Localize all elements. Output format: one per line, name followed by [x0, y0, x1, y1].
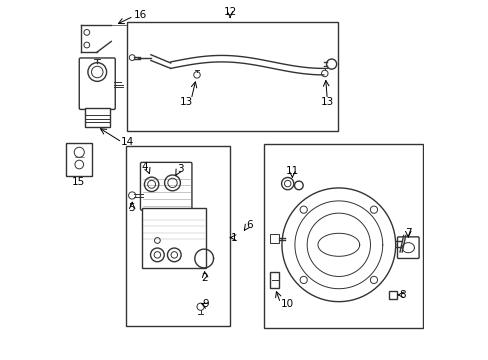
Bar	[142, 208, 205, 268]
Bar	[388, 291, 396, 299]
FancyBboxPatch shape	[79, 58, 115, 109]
Text: 10: 10	[280, 299, 293, 309]
Bar	[127, 22, 337, 131]
Bar	[66, 143, 92, 176]
Text: 7: 7	[404, 228, 411, 238]
Text: 4: 4	[141, 162, 147, 172]
Bar	[126, 146, 230, 326]
Text: 2: 2	[201, 273, 208, 283]
Bar	[84, 108, 110, 127]
Text: 11: 11	[285, 166, 298, 176]
Text: 15: 15	[71, 177, 84, 187]
Text: 3: 3	[177, 164, 183, 174]
Text: 9: 9	[202, 299, 209, 309]
Text: 16: 16	[133, 10, 146, 20]
Text: 13: 13	[320, 96, 333, 107]
Text: 1: 1	[231, 233, 237, 243]
Text: 12: 12	[223, 6, 236, 17]
FancyBboxPatch shape	[140, 162, 192, 210]
Text: 14: 14	[121, 137, 134, 147]
Bar	[264, 144, 422, 328]
Text: 13: 13	[179, 96, 192, 107]
Text: 6: 6	[246, 220, 252, 230]
FancyBboxPatch shape	[397, 237, 418, 258]
Bar	[270, 234, 279, 243]
Bar	[270, 272, 279, 288]
Text: 5: 5	[127, 203, 134, 213]
Text: 8: 8	[399, 290, 406, 300]
